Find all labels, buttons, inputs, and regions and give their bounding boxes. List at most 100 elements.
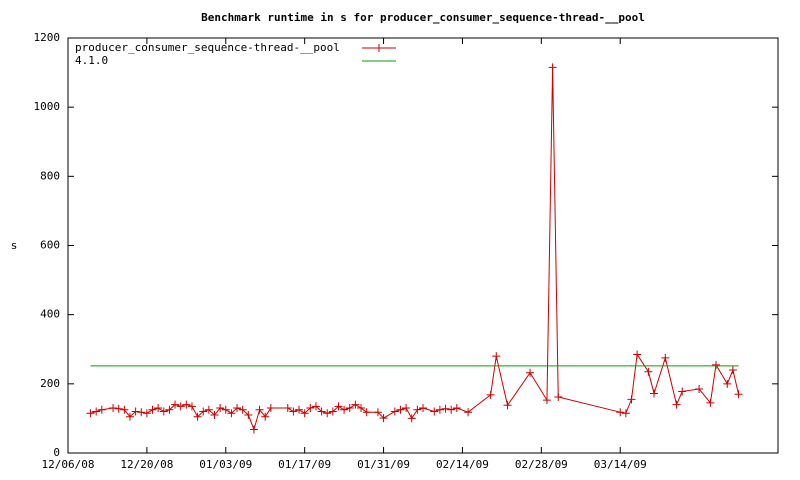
- point: [373, 408, 382, 417]
- point: [199, 407, 208, 416]
- point: [695, 385, 704, 394]
- point: [633, 350, 642, 359]
- legend-marker: [375, 44, 383, 52]
- point: [289, 407, 298, 416]
- point: [238, 405, 247, 414]
- point: [419, 404, 427, 413]
- y-axis-label: s: [11, 239, 18, 252]
- point: [678, 387, 687, 396]
- point: [650, 389, 659, 398]
- point: [216, 404, 225, 413]
- point: [435, 405, 444, 414]
- y-tick-label: 600: [40, 239, 60, 252]
- point: [266, 404, 275, 413]
- point: [187, 402, 196, 411]
- point: [210, 410, 219, 419]
- point: [357, 404, 366, 413]
- point: [407, 414, 416, 423]
- point: [204, 405, 213, 414]
- y-tick-label: 400: [40, 308, 60, 321]
- point: [221, 405, 230, 414]
- point: [452, 404, 461, 413]
- point: [97, 405, 106, 414]
- legend-label: 4.1.0: [75, 54, 108, 67]
- point: [672, 400, 681, 409]
- point: [306, 404, 315, 413]
- point: [548, 63, 557, 72]
- point: [86, 409, 95, 418]
- point: [379, 414, 388, 423]
- point: [159, 407, 168, 416]
- point: [621, 409, 630, 418]
- legend-label: producer_consumer_sequence-thread-__pool: [75, 41, 340, 54]
- y-tick-label: 800: [40, 169, 60, 182]
- point: [362, 408, 371, 417]
- point: [728, 366, 737, 374]
- y-tick-label: 1200: [34, 31, 61, 44]
- point: [109, 404, 118, 413]
- point: [114, 404, 123, 413]
- point: [120, 405, 129, 414]
- point: [402, 404, 411, 413]
- point: [165, 405, 174, 414]
- x-tick-label: 01/17/09: [278, 458, 331, 471]
- point: [627, 395, 636, 404]
- point: [351, 400, 360, 409]
- point: [390, 407, 399, 416]
- point: [227, 409, 236, 418]
- point: [244, 410, 253, 419]
- point: [142, 409, 151, 418]
- y-tick-label: 0: [53, 446, 60, 459]
- x-tick-label: 12/20/08: [120, 458, 173, 471]
- point: [723, 379, 732, 388]
- point: [734, 390, 743, 399]
- point: [92, 407, 101, 416]
- point: [317, 407, 326, 416]
- point: [340, 405, 349, 414]
- point: [706, 398, 715, 407]
- point: [311, 402, 320, 411]
- x-tick-label: 12/06/08: [42, 458, 95, 471]
- point: [148, 405, 157, 414]
- point: [193, 412, 202, 421]
- point: [125, 412, 134, 421]
- x-tick-label: 01/03/09: [199, 458, 252, 471]
- point: [300, 409, 309, 418]
- point: [447, 405, 456, 414]
- y-tick-label: 1000: [34, 100, 61, 113]
- point: [413, 405, 422, 414]
- point: [334, 402, 343, 411]
- point: [233, 404, 242, 413]
- point: [396, 405, 405, 414]
- point: [441, 404, 450, 413]
- x-tick-label: 02/28/09: [515, 458, 568, 471]
- y-tick-label: 200: [40, 377, 60, 390]
- point: [328, 407, 337, 416]
- point: [661, 353, 670, 362]
- point: [249, 425, 258, 434]
- point: [295, 405, 304, 414]
- point: [492, 352, 501, 361]
- point: [345, 404, 354, 413]
- point: [486, 390, 495, 399]
- point: [154, 404, 163, 413]
- plot-border: [67, 37, 779, 454]
- point: [171, 400, 180, 409]
- point: [137, 408, 146, 417]
- point: [616, 408, 625, 417]
- point: [261, 412, 270, 421]
- point: [542, 396, 551, 405]
- point: [323, 409, 332, 418]
- series-line: [90, 67, 740, 432]
- point: [503, 401, 512, 410]
- point: [131, 407, 140, 416]
- point: [255, 405, 264, 414]
- chart-title: Benchmark runtime in s for producer_cons…: [201, 11, 645, 24]
- point: [182, 400, 191, 409]
- point: [526, 368, 535, 377]
- point: [464, 408, 473, 417]
- point: [644, 367, 653, 376]
- point: [176, 402, 185, 411]
- x-tick-label: 03/14/09: [594, 458, 647, 471]
